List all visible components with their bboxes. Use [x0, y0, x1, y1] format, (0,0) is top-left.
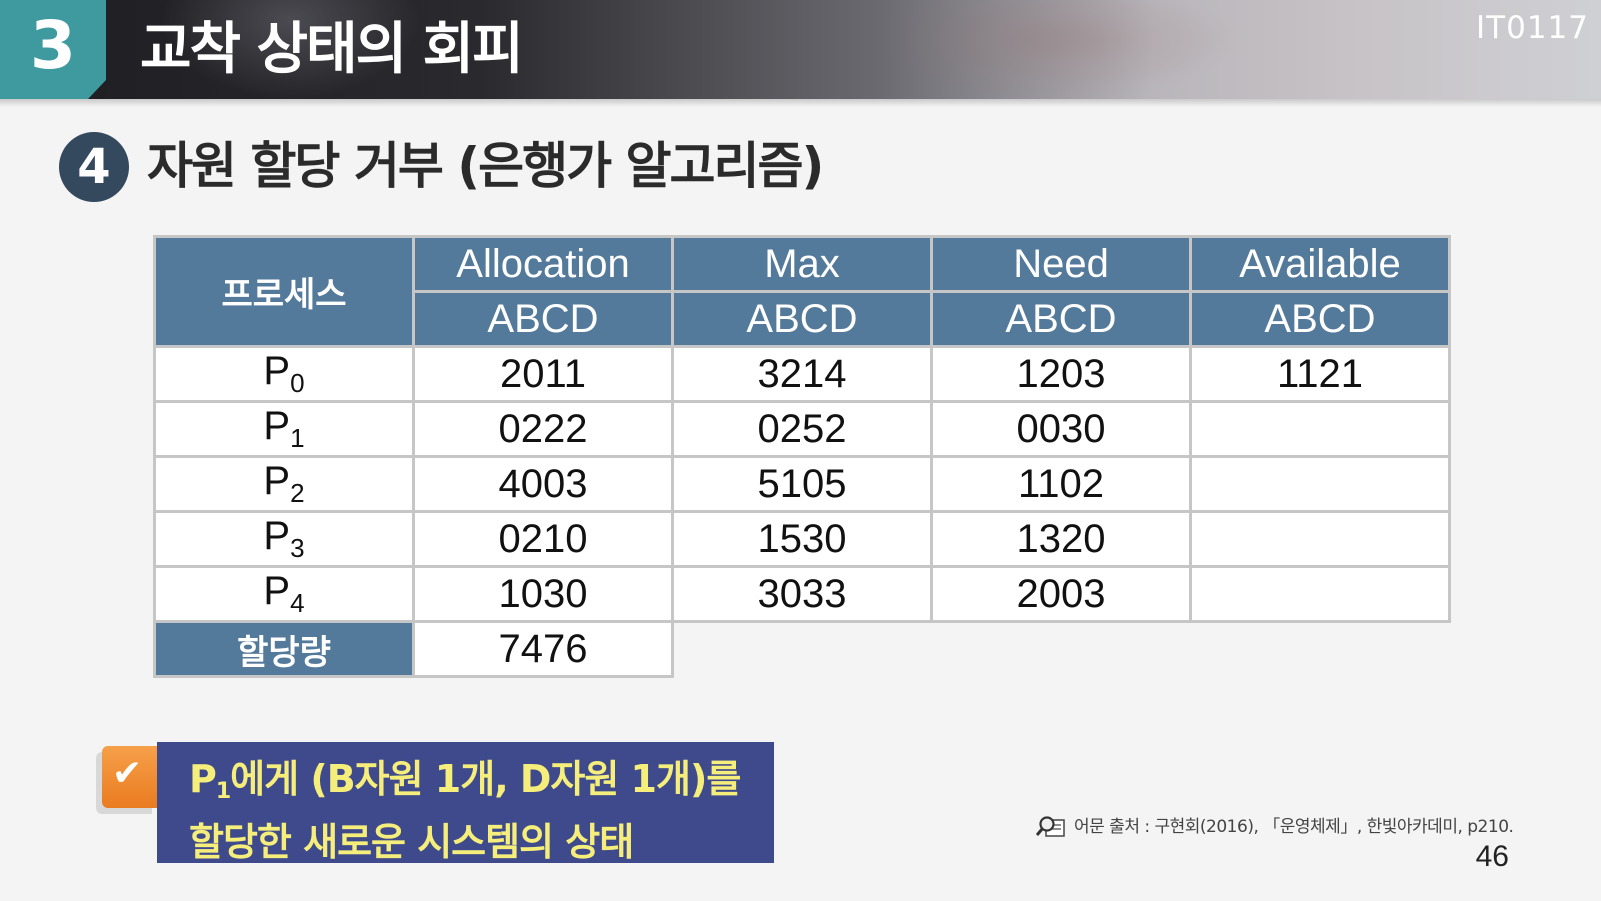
header-allocation: Allocation: [412, 235, 674, 293]
max-cell: 3214: [671, 345, 933, 403]
max-cell: 5105: [671, 455, 933, 513]
course-code: IT0117: [1476, 10, 1589, 46]
table-row: P3 0210 1530 1320: [153, 510, 1451, 568]
empty-cell: [1191, 622, 1450, 677]
max-cell: 1530: [671, 510, 933, 568]
subheader-available: ABCD: [1189, 290, 1451, 348]
empty-cell: [932, 622, 1191, 677]
slide-title: 교착 상태의 회피: [140, 17, 524, 82]
check-badge: ✔: [102, 746, 158, 808]
header-available: Available: [1189, 235, 1451, 293]
header-need: Need: [930, 235, 1192, 293]
check-icon: ✔: [112, 753, 143, 794]
available-cell: 1121: [1189, 345, 1451, 403]
magnifier-book-icon: [1035, 814, 1066, 840]
section-number: 3: [30, 7, 76, 84]
slide-header: [0, 0, 1601, 99]
header-background-texture: [160, 0, 420, 99]
need-cell: 2003: [930, 565, 1192, 623]
available-cell: [1189, 400, 1451, 458]
subheader-allocation: ABCD: [412, 290, 674, 348]
table-row: P4 1030 3033 2003: [153, 565, 1451, 623]
total-row: 할당량 7476: [153, 620, 1450, 678]
allocation-cell: 0210: [412, 510, 674, 568]
process-cell: P3: [153, 510, 415, 568]
header-shadow: [0, 99, 1601, 107]
empty-cell: [673, 622, 932, 677]
subsection-title: 자원 할당 거부 (은행가 알고리즘): [147, 137, 824, 195]
max-cell: 0252: [671, 400, 933, 458]
need-cell: 0030: [930, 400, 1192, 458]
table-row: P2 4003 5105 1102: [153, 455, 1451, 513]
allocation-cell: 4003: [412, 455, 674, 513]
source-text: 어문 출처 : 구현회(2016), 「운영체제」, 한빛아카데미, p210.: [1074, 817, 1514, 837]
need-cell: 1102: [930, 455, 1192, 513]
total-label: 할당량: [153, 620, 415, 678]
process-cell: P0: [153, 345, 415, 403]
available-cell: [1189, 455, 1451, 513]
table-row: P1 0222 0252 0030: [153, 400, 1451, 458]
note-line-1: P1에게 (B자원 1개, D자원 1개)를: [189, 757, 741, 804]
subsection-number-badge: 4: [59, 132, 129, 202]
subheader-max: ABCD: [671, 290, 933, 348]
total-value: 7476: [412, 620, 674, 678]
note-line-2: 할당한 새로운 시스템의 상태: [189, 820, 634, 864]
bankers-table-container: 프로세스 Allocation Max Need Available ABCD …: [153, 235, 1451, 678]
allocation-cell: 2011: [412, 345, 674, 403]
header-background-texture-2: [880, 0, 1240, 99]
header-max: Max: [671, 235, 933, 293]
process-cell: P2: [153, 455, 415, 513]
allocation-cell: 0222: [412, 400, 674, 458]
table-row: P0 2011 3214 1203 1121: [153, 345, 1451, 403]
need-cell: 1320: [930, 510, 1192, 568]
process-cell: P1: [153, 400, 415, 458]
max-cell: 3033: [671, 565, 933, 623]
need-cell: 1203: [930, 345, 1192, 403]
note-box: P1에게 (B자원 1개, D자원 1개)를 할당한 새로운 시스템의 상태: [157, 742, 774, 864]
section-number-badge: [0, 0, 106, 99]
bankers-table: 프로세스 Allocation Max Need Available ABCD …: [153, 235, 1451, 678]
available-cell: [1189, 510, 1451, 568]
available-cell: [1189, 565, 1451, 623]
process-cell: P4: [153, 565, 415, 623]
page-number: 46: [1475, 840, 1509, 873]
subheader-need: ABCD: [930, 290, 1192, 348]
process-header: 프로세스: [153, 235, 415, 348]
allocation-cell: 1030: [412, 565, 674, 623]
source-citation: 어문 출처 : 구현회(2016), 「운영체제」, 한빛아카데미, p210.: [1035, 813, 1514, 841]
